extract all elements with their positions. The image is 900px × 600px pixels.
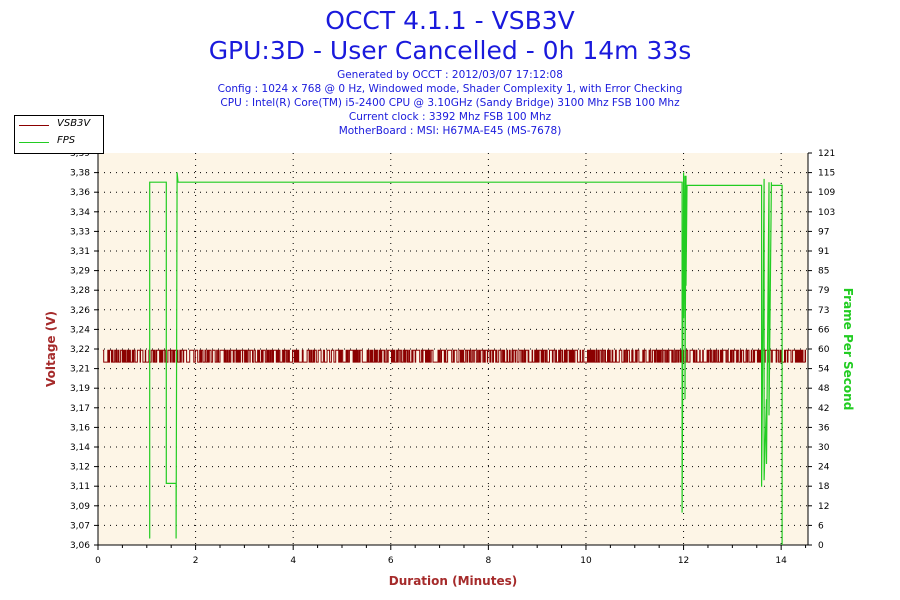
y-tick-label: 3,07 bbox=[70, 521, 90, 531]
legend-item-vsb3v: VSB3V bbox=[19, 118, 103, 134]
y-tick-label: 3,36 bbox=[70, 188, 90, 198]
x-axis-label: Duration (Minutes) bbox=[389, 574, 517, 588]
x-tick-label: 6 bbox=[388, 556, 394, 566]
y2-tick-label: 60 bbox=[818, 345, 830, 355]
y-axis-label: Voltage (V) bbox=[44, 311, 58, 387]
x-tick-label: 4 bbox=[290, 556, 296, 566]
plot-area bbox=[98, 153, 808, 545]
y2-tick-label: 18 bbox=[818, 482, 830, 492]
x-tick-label: 0 bbox=[95, 556, 101, 566]
y-tick-label: 3,31 bbox=[70, 247, 90, 257]
y2-tick-label: 0 bbox=[818, 541, 824, 551]
legend-swatch-fps bbox=[19, 142, 49, 143]
series-vsb3v-line bbox=[102, 349, 806, 363]
x-tick-label: 14 bbox=[775, 556, 787, 566]
y2-tick-label: 12 bbox=[818, 502, 829, 512]
legend: VSB3V FPS bbox=[14, 115, 104, 154]
info-clock: Current clock : 3392 Mhz FSB 100 Mhz bbox=[348, 111, 552, 123]
y2-tick-label: 91 bbox=[818, 247, 829, 257]
y2-tick-label: 30 bbox=[818, 443, 830, 453]
legend-label-vsb3v: VSB3V bbox=[57, 118, 91, 129]
y-tick-label: 3,06 bbox=[70, 541, 90, 551]
y2-tick-label: 103 bbox=[818, 208, 835, 218]
y2-tick-label: 36 bbox=[818, 423, 830, 433]
y2-tick-label: 85 bbox=[818, 267, 829, 277]
y-tick-label: 3,29 bbox=[70, 267, 90, 277]
y-tick-label: 3,21 bbox=[70, 365, 90, 375]
x-tick-label: 8 bbox=[486, 556, 492, 566]
y-tick-label: 3,22 bbox=[70, 345, 90, 355]
y2-tick-label: 48 bbox=[818, 384, 830, 394]
y-tick-label: 3,19 bbox=[70, 384, 90, 394]
y2-tick-label: 6 bbox=[818, 521, 824, 531]
legend-swatch-vsb3v bbox=[19, 125, 49, 126]
x-tick-label: 12 bbox=[678, 556, 689, 566]
y2-tick-label: 73 bbox=[818, 306, 829, 316]
y2-tick-label: 54 bbox=[818, 365, 830, 375]
chart-title: OCCT 4.1.1 - VSB3V bbox=[325, 6, 575, 35]
y-tick-label: 3,17 bbox=[70, 404, 90, 414]
y-tick-label: 3,24 bbox=[70, 325, 90, 335]
x-tick-label: 2 bbox=[193, 556, 199, 566]
legend-label-fps: FPS bbox=[57, 135, 76, 146]
y-tick-label: 3,33 bbox=[70, 227, 90, 237]
y2-tick-label: 121 bbox=[818, 149, 835, 159]
y2-tick-label: 24 bbox=[818, 463, 830, 473]
y-tick-label: 3,39 bbox=[70, 149, 90, 159]
y2-axis-label: Frame Per Second bbox=[841, 288, 855, 411]
info-motherboard: MotherBoard : MSI: H67MA-E45 (MS-7678) bbox=[338, 125, 562, 137]
info-generated: Generated by OCCT : 2012/03/07 17:12:08 bbox=[337, 69, 563, 81]
chart-subtitle: GPU:3D - User Cancelled - 0h 14m 33s bbox=[208, 36, 692, 65]
y-tick-label: 3,26 bbox=[70, 306, 90, 316]
legend-item-fps: FPS bbox=[19, 135, 103, 151]
info-config: Config : 1024 x 768 @ 0 Hz, Windowed mod… bbox=[217, 83, 683, 95]
x-tick-label: 10 bbox=[580, 556, 592, 566]
info-cpu: CPU : Intel(R) Core(TM) i5-2400 CPU @ 3.… bbox=[220, 97, 680, 109]
y2-tick-label: 66 bbox=[818, 325, 830, 335]
y-tick-label: 3,14 bbox=[70, 443, 90, 453]
y-tick-label: 3,12 bbox=[70, 463, 90, 473]
y-tick-label: 3,09 bbox=[70, 502, 90, 512]
series-fps-line bbox=[149, 172, 783, 545]
y2-tick-label: 115 bbox=[818, 169, 835, 179]
y2-tick-label: 42 bbox=[818, 404, 829, 414]
y2-tick-label: 79 bbox=[818, 286, 830, 296]
y2-tick-label: 109 bbox=[818, 188, 835, 198]
y-tick-label: 3,34 bbox=[70, 208, 90, 218]
y2-tick-label: 97 bbox=[818, 227, 829, 237]
y-tick-label: 3,38 bbox=[70, 169, 90, 179]
y-tick-label: 3,11 bbox=[70, 482, 90, 492]
y-tick-label: 3,16 bbox=[70, 423, 90, 433]
y-tick-label: 3,28 bbox=[70, 286, 90, 296]
